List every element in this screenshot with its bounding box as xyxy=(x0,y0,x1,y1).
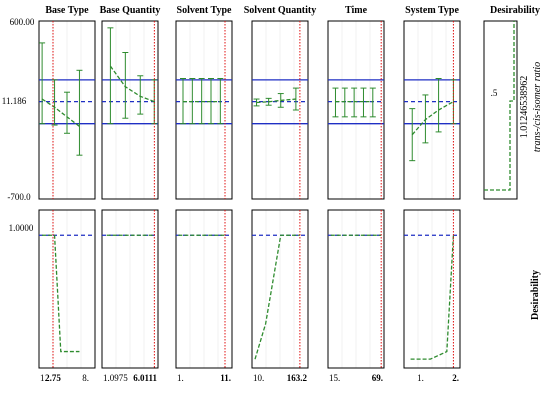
desirability-column-title: Desirability xyxy=(490,5,540,16)
desirability-summary-frame xyxy=(483,20,518,200)
current-setting-label: 69. xyxy=(372,373,383,383)
response-plot-frame xyxy=(251,20,309,200)
response-plot-frame xyxy=(327,20,385,200)
response-profile-line xyxy=(41,98,80,127)
current-setting-label: 163.2 xyxy=(287,373,308,383)
response-profile-line xyxy=(411,101,454,136)
response-y-tick-current: 11.186 xyxy=(2,96,27,106)
desirability-summary-panel: Desirability .5 xyxy=(483,5,540,200)
factor-title: System Type xyxy=(405,5,459,16)
x-tick-label: 1. xyxy=(417,373,424,383)
factor-panel-1: Base Quantity 1.0975 6.0111 xyxy=(100,5,161,383)
desirability-plot-frame xyxy=(101,209,159,369)
current-setting-label: 6.0111 xyxy=(133,373,157,383)
response-profile-line xyxy=(109,65,155,103)
response-name-label: trans-/cis-isomer ratio xyxy=(532,62,543,152)
desirability-plot-frame xyxy=(38,209,96,369)
factor-title: Solvent Type xyxy=(177,5,232,16)
factor-panel-3: Solvent Quantity 10. 163.2 xyxy=(244,5,317,383)
factor-title: Time xyxy=(345,5,368,16)
response-plot-frame xyxy=(38,20,96,200)
desirability-summary-curve xyxy=(484,21,515,191)
desirability-y-axis: 1.0000 xyxy=(9,223,34,233)
factor-title: Base Quantity xyxy=(100,5,161,16)
desirability-profile-line xyxy=(410,235,455,360)
response-current-value-label: 1.01246538962 xyxy=(519,76,530,139)
desirability-plot-frame xyxy=(403,209,461,369)
factor-panel-4: Time 15. 69. xyxy=(327,5,385,383)
factor-title: Solvent Quantity xyxy=(244,5,317,16)
desirability-plot-frame xyxy=(175,209,233,369)
current-setting-label: 2.75 xyxy=(45,373,61,383)
response-plot-frame xyxy=(101,20,159,200)
factor-panel-2: Solvent Type 1. 11. xyxy=(175,5,233,383)
response-plot-frame xyxy=(175,20,233,200)
x-tick-label: 1. xyxy=(40,373,47,383)
current-setting-label: 11. xyxy=(220,373,231,383)
row-labels: 1.01246538962 trans-/cis-isomer ratio De… xyxy=(519,62,543,320)
desirability-y-tick-max: 1.0000 xyxy=(9,223,34,233)
desirability-row-label: Desirability xyxy=(530,270,541,320)
desirability-plot-frame xyxy=(327,209,385,369)
x-tick-label: 15. xyxy=(329,373,340,383)
factor-title: Base Type xyxy=(45,5,89,16)
response-y-tick-min: -700.0 xyxy=(7,192,31,202)
desirability-summary-tick: .5 xyxy=(491,88,498,98)
x-tick-label: 10. xyxy=(253,373,264,383)
current-setting-label: 2. xyxy=(452,373,459,383)
x-tick-label: 8. xyxy=(82,373,89,383)
desirability-profile-line xyxy=(42,234,80,353)
factor-panel-5: System Type 1. 2. xyxy=(403,5,461,383)
response-y-axis: 600.00 11.186 -700.0 xyxy=(2,17,35,202)
response-plot-frame xyxy=(403,20,461,200)
factor-panel-0: Base Type 1. 8. 2.75 xyxy=(38,5,96,383)
x-tick-label: 1. xyxy=(177,373,184,383)
x-tick-label: 1.0975 xyxy=(103,373,128,383)
desirability-profile-line xyxy=(254,234,300,360)
response-profile-line xyxy=(256,98,296,104)
desirability-plot-frame xyxy=(251,209,309,369)
profiler-panels: Base Type 1. 8. 2.75 Base Quantity 1.0975 6.01… xyxy=(38,5,461,383)
response-y-tick-max: 600.00 xyxy=(10,17,35,27)
